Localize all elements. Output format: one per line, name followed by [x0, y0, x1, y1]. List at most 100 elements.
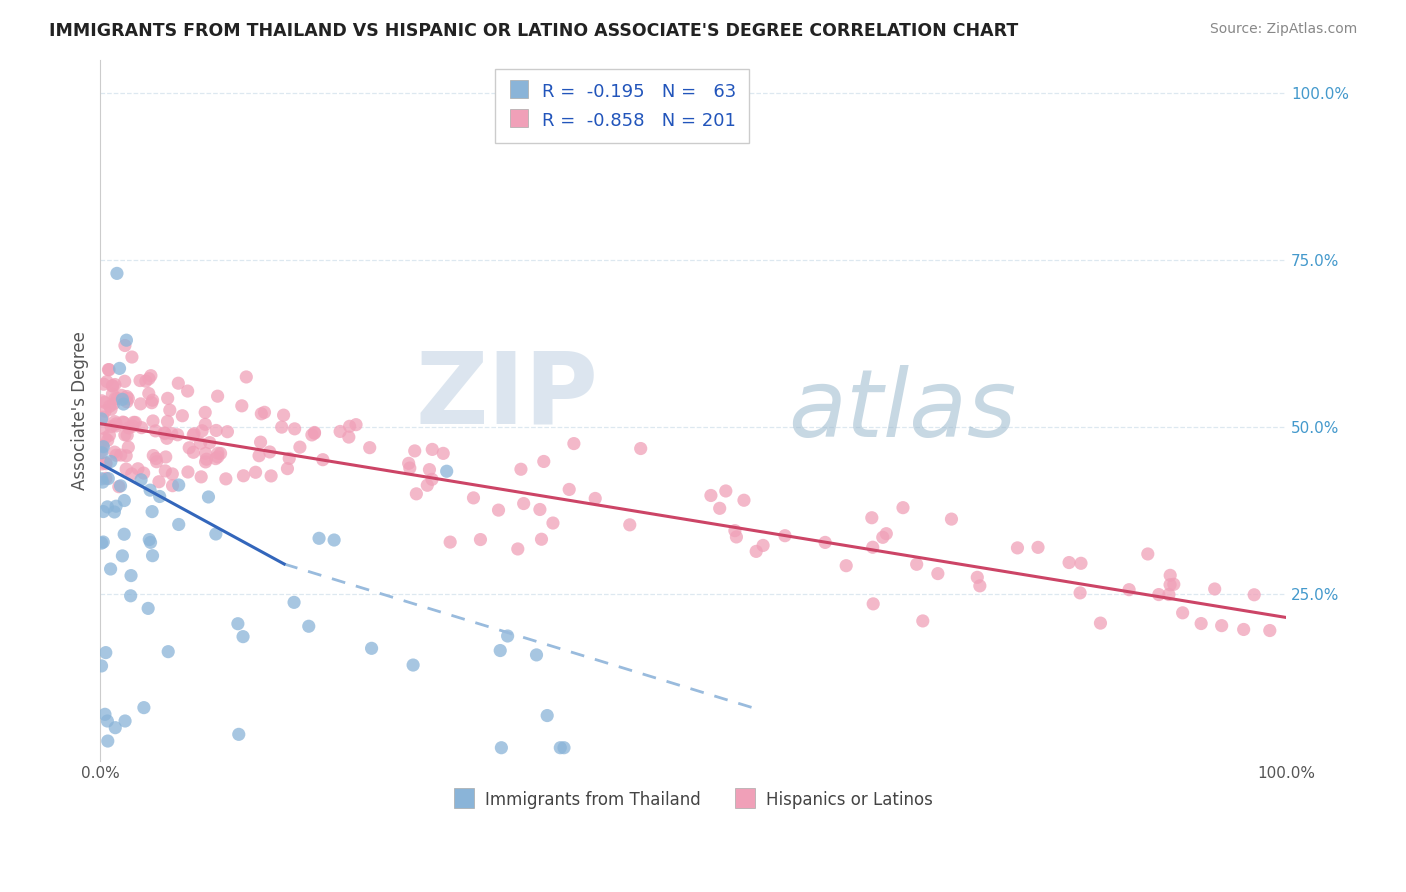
Y-axis label: Associate's Degree: Associate's Degree	[72, 331, 89, 490]
Point	[209, 446, 232, 460]
Point	[270, 420, 292, 434]
Point	[506, 541, 529, 556]
Point	[91, 410, 114, 425]
Point	[725, 530, 748, 544]
Point	[156, 414, 179, 428]
Legend: Immigrants from Thailand, Hispanics or Latinos: Immigrants from Thailand, Hispanics or L…	[447, 784, 939, 816]
Point	[344, 417, 367, 432]
Point	[1070, 556, 1092, 570]
Point	[416, 478, 439, 492]
Point	[138, 533, 160, 547]
Point	[122, 415, 145, 429]
Point	[121, 350, 143, 364]
Point	[905, 558, 928, 572]
Point	[167, 478, 190, 492]
Point	[115, 449, 138, 463]
Point	[129, 473, 152, 487]
Point	[439, 535, 461, 549]
Point	[249, 435, 271, 450]
Point	[111, 392, 134, 407]
Point	[91, 457, 114, 471]
Point	[141, 505, 163, 519]
Point	[111, 549, 134, 563]
Point	[404, 444, 426, 458]
Point	[112, 397, 135, 411]
Point	[156, 392, 179, 406]
Point	[149, 490, 172, 504]
Point	[100, 402, 122, 417]
Point	[90, 443, 112, 458]
Point	[145, 455, 167, 469]
Point	[814, 535, 837, 549]
Point	[98, 399, 121, 413]
Point	[773, 529, 796, 543]
Point	[339, 419, 361, 434]
Point	[101, 379, 124, 393]
Point	[148, 475, 170, 489]
Point	[111, 415, 134, 429]
Point	[630, 442, 652, 456]
Point	[93, 395, 115, 409]
Point	[115, 394, 138, 409]
Point	[420, 472, 443, 486]
Point	[139, 535, 162, 549]
Point	[304, 426, 326, 441]
Point	[207, 446, 229, 460]
Point	[550, 740, 572, 755]
Point	[1171, 606, 1194, 620]
Point	[139, 368, 162, 383]
Point	[104, 419, 127, 434]
Point	[142, 414, 165, 428]
Point	[700, 488, 723, 502]
Point	[93, 440, 115, 454]
Point	[90, 659, 112, 673]
Point	[966, 570, 988, 584]
Point	[166, 427, 188, 442]
Point	[1204, 582, 1226, 596]
Point	[110, 479, 132, 493]
Point	[108, 480, 131, 494]
Point	[131, 420, 153, 434]
Point	[207, 450, 229, 464]
Point	[159, 403, 181, 417]
Point	[398, 461, 420, 475]
Point	[112, 527, 135, 541]
Point	[1211, 618, 1233, 632]
Point	[488, 503, 510, 517]
Point	[308, 531, 330, 545]
Point	[127, 462, 149, 476]
Point	[253, 405, 276, 419]
Point	[181, 428, 204, 442]
Point	[304, 425, 326, 440]
Point	[337, 430, 360, 444]
Point	[752, 538, 775, 552]
Point	[93, 377, 115, 392]
Point	[94, 646, 117, 660]
Point	[121, 467, 143, 481]
Point	[135, 374, 157, 388]
Point	[835, 558, 858, 573]
Point	[138, 386, 160, 401]
Point	[91, 439, 114, 453]
Point	[284, 422, 307, 436]
Point	[157, 645, 180, 659]
Point	[104, 721, 127, 735]
Point	[90, 445, 112, 459]
Point	[558, 483, 581, 497]
Point	[283, 595, 305, 609]
Point	[891, 500, 914, 515]
Point	[398, 456, 420, 470]
Point	[145, 451, 167, 466]
Point	[97, 471, 120, 485]
Point	[217, 425, 239, 439]
Point	[114, 338, 136, 352]
Point	[121, 419, 143, 434]
Point	[402, 658, 425, 673]
Point	[278, 451, 301, 466]
Point	[1159, 568, 1181, 582]
Point	[93, 421, 115, 435]
Point	[194, 405, 217, 419]
Point	[124, 416, 146, 430]
Point	[536, 708, 558, 723]
Point	[1147, 588, 1170, 602]
